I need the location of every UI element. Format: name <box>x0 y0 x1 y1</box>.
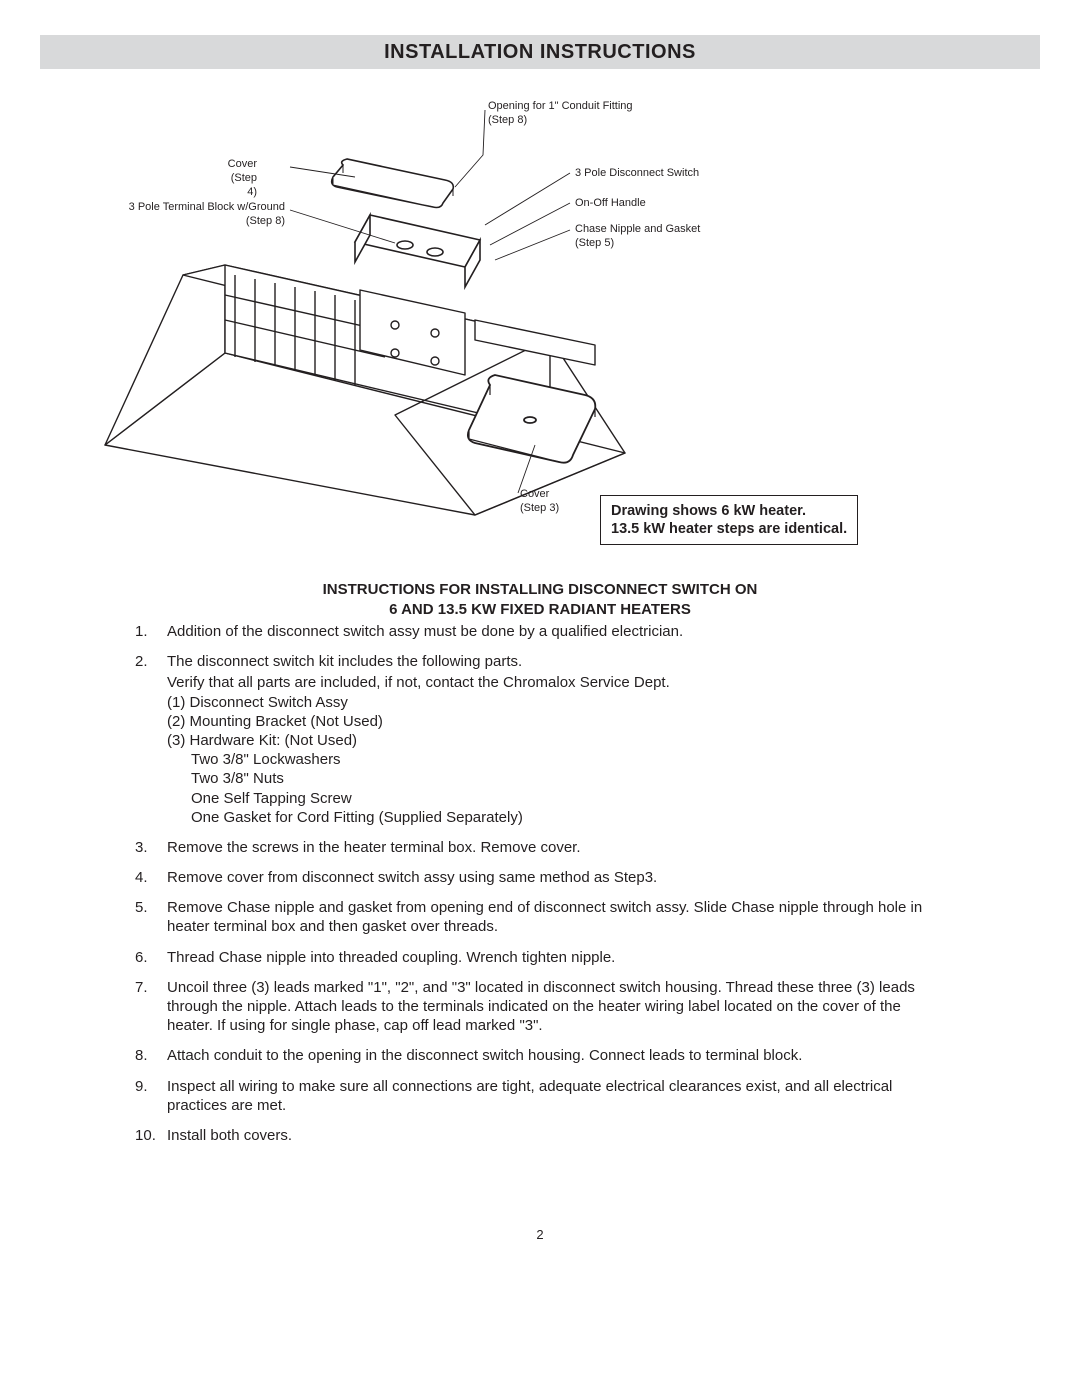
step-9: Inspect all wiring to make sure all conn… <box>135 1077 945 1115</box>
note-line2: 13.5 kW heater steps are identical. <box>611 520 847 538</box>
step-6: Thread Chase nipple into threaded coupli… <box>135 948 945 967</box>
step-8: Attach conduit to the opening in the dis… <box>135 1046 945 1065</box>
callout-cover3: Cover (Step 3) <box>520 488 559 516</box>
callout-disconnect: 3 Pole Disconnect Switch <box>575 167 699 181</box>
callout-handle: On-Off Handle <box>575 197 646 211</box>
header-band: INSTALLATION INSTRUCTIONS <box>40 35 1040 69</box>
step-7: Uncoil three (3) leads marked "1", "2", … <box>135 978 945 1036</box>
step-10: Install both covers. <box>135 1126 945 1145</box>
step-5: Remove Chase nipple and gasket from open… <box>135 898 945 936</box>
step-3: Remove the screws in the heater terminal… <box>135 838 945 857</box>
note-line1: Drawing shows 6 kW heater. <box>611 502 847 520</box>
callout-terminal: 3 Pole Terminal Block w/Ground(Step 8) <box>115 201 285 229</box>
step-4: Remove cover from disconnect switch assy… <box>135 868 945 887</box>
callout-cover4: Cover(Step 4) <box>227 158 257 199</box>
exploded-diagram: Opening for 1" Conduit Fitting (Step 8) … <box>95 95 985 545</box>
step-1: Addition of the disconnect switch assy m… <box>135 622 945 641</box>
page-title: INSTALLATION INSTRUCTIONS <box>384 41 696 64</box>
callout-conduit: Opening for 1" Conduit Fitting (Step 8) <box>488 100 633 128</box>
drawing-note-box: Drawing shows 6 kW heater. 13.5 kW heate… <box>600 495 858 545</box>
step-2: The disconnect switch kit includes the f… <box>135 652 945 827</box>
instructions-subhead: INSTRUCTIONS FOR INSTALLING DISCONNECT S… <box>0 580 1080 619</box>
instructions-list: Addition of the disconnect switch assy m… <box>135 622 945 1156</box>
callout-chase: Chase Nipple and Gasket (Step 5) <box>575 223 700 251</box>
page-number: 2 <box>0 1227 1080 1242</box>
